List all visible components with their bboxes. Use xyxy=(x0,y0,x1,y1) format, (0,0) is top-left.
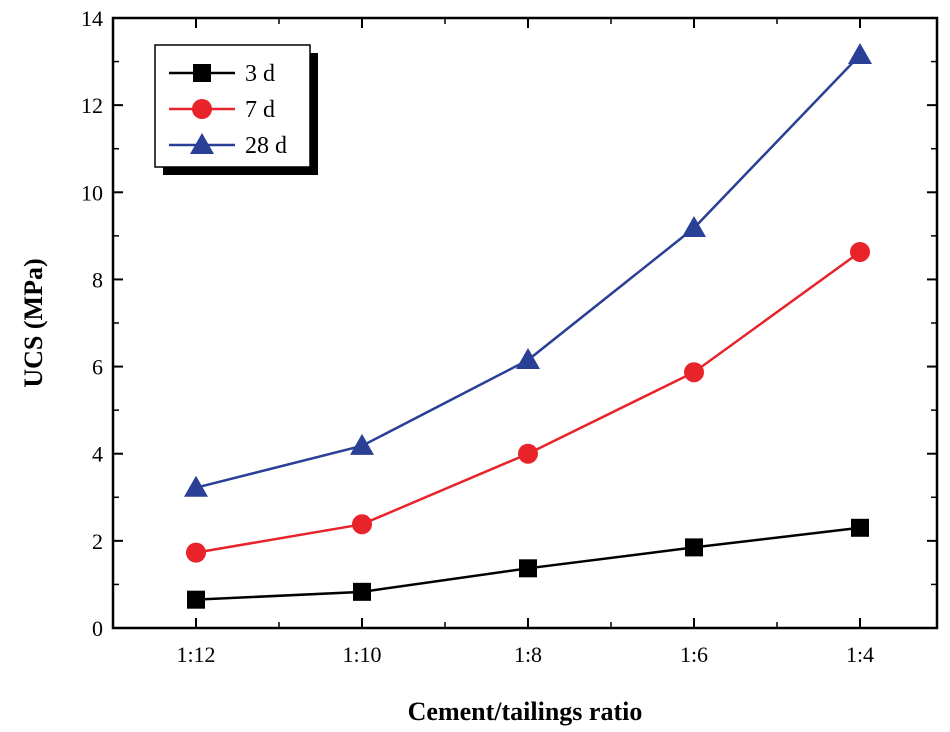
y-tick-label: 2 xyxy=(92,529,103,554)
y-axis-title: UCS (MPa) xyxy=(19,258,48,387)
series-layer xyxy=(184,43,872,609)
legend-box xyxy=(154,44,311,168)
data-point-7d xyxy=(352,514,372,535)
x-tick-label: 1:4 xyxy=(846,642,874,667)
legend-marker-7d xyxy=(192,99,212,119)
legend-label-3d: 3 d xyxy=(245,61,275,87)
legend-marker-3d xyxy=(193,64,211,82)
legend-label-28d: 28 d xyxy=(245,133,287,159)
data-point-28d xyxy=(184,475,208,497)
y-tick-label: 14 xyxy=(81,6,103,31)
data-point-7d xyxy=(684,362,704,383)
series-28d xyxy=(184,43,872,497)
data-point-7d xyxy=(186,542,206,563)
y-tick-label: 0 xyxy=(92,616,103,641)
x-tick-label: 1:12 xyxy=(176,642,215,667)
x-tick-label: 1:10 xyxy=(342,642,381,667)
data-point-28d xyxy=(350,433,374,455)
data-point-28d xyxy=(516,348,540,370)
x-tick-label: 1:8 xyxy=(514,642,542,667)
data-point-3d xyxy=(187,590,205,609)
data-point-28d xyxy=(682,216,706,238)
y-tick-label: 12 xyxy=(81,93,103,118)
data-point-7d xyxy=(518,443,538,464)
data-point-3d xyxy=(353,582,371,601)
x-axis-title: Cement/tailings ratio xyxy=(408,697,643,726)
data-point-28d xyxy=(848,43,872,65)
y-tick-label: 8 xyxy=(92,267,103,292)
y-tick-label: 4 xyxy=(92,442,103,467)
series-3d xyxy=(187,518,869,609)
series-line-7d xyxy=(195,250,861,554)
axes: 0 2 4 6 8 10 12 14 1:12 1:10 1:8 1:6 1:4 xyxy=(81,6,939,667)
data-point-3d xyxy=(519,559,537,578)
x-tick-label: 1:6 xyxy=(680,642,708,667)
y-tick-label: 6 xyxy=(92,355,103,380)
legend-label-7d: 7 d xyxy=(245,97,275,123)
y-tick-label: 10 xyxy=(81,180,103,205)
data-point-7d xyxy=(850,241,870,262)
legend: 3 d 7 d 28 d xyxy=(154,44,318,175)
legend-marker-28d xyxy=(190,133,214,154)
data-point-3d xyxy=(851,518,869,537)
data-point-3d xyxy=(685,538,703,557)
series-7d xyxy=(186,241,870,563)
